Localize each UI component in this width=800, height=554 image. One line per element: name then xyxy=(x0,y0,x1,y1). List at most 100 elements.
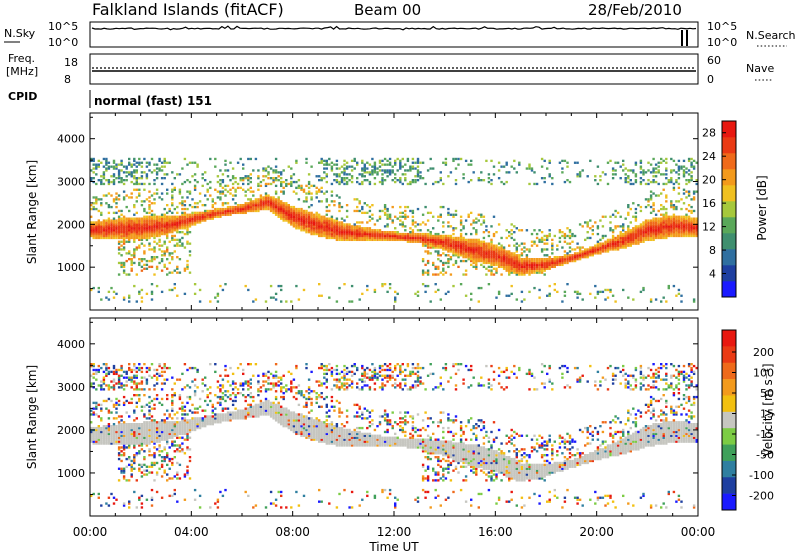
velocity-cell xyxy=(166,463,169,467)
power-cell xyxy=(487,265,491,269)
power-cell xyxy=(102,182,106,186)
power-cell xyxy=(442,236,445,240)
power-cell xyxy=(606,242,610,245)
power-cell xyxy=(257,184,260,188)
velocity-cell xyxy=(133,382,136,385)
power-cell xyxy=(188,254,192,257)
nave-tick-top: 60 xyxy=(707,54,721,67)
power-cell xyxy=(472,244,475,247)
power-cell xyxy=(262,179,265,182)
power-cell xyxy=(492,232,496,236)
power-cell xyxy=(257,204,260,207)
power-cell xyxy=(325,219,328,222)
power-cell xyxy=(143,236,146,240)
power-cell xyxy=(300,215,303,218)
velocity-cell xyxy=(183,438,187,441)
power-cell xyxy=(371,234,374,238)
power-cell xyxy=(632,227,635,230)
power-cell xyxy=(178,192,182,195)
power-cell xyxy=(690,157,693,161)
power-cell xyxy=(485,246,488,249)
power-cell xyxy=(254,209,258,213)
power-cell xyxy=(437,258,440,261)
power-cell xyxy=(419,229,422,232)
power-cell xyxy=(672,182,676,186)
power-cell xyxy=(110,227,113,230)
power-cell xyxy=(181,167,184,170)
power-cell xyxy=(490,244,493,247)
power-cell xyxy=(447,259,450,263)
power-cell xyxy=(102,232,106,236)
power-cell xyxy=(414,180,417,184)
power-cell xyxy=(416,229,420,232)
power-cell xyxy=(231,198,235,201)
power-cell xyxy=(424,240,427,243)
power-cell xyxy=(665,196,668,199)
power-cell xyxy=(442,221,445,224)
velocity-cell xyxy=(153,454,156,457)
power-cell xyxy=(358,238,361,242)
power-cell xyxy=(153,213,156,216)
power-cell xyxy=(335,217,339,220)
power-cell xyxy=(682,169,686,172)
power-cell xyxy=(277,207,280,211)
power-cell xyxy=(416,171,420,174)
power-cell xyxy=(95,234,98,238)
power-cell xyxy=(662,188,665,191)
power-cell xyxy=(348,229,351,232)
y-tick-label: 1000 xyxy=(57,261,85,274)
velocity-cell xyxy=(128,446,131,449)
power-cell xyxy=(553,259,556,263)
velocity-cell xyxy=(178,394,182,397)
power-cell xyxy=(216,292,220,296)
power-cell xyxy=(381,163,384,166)
power-cell xyxy=(414,175,417,178)
power-cell xyxy=(264,175,268,178)
power-cell xyxy=(619,177,622,180)
power-cell xyxy=(128,236,131,240)
power-cell xyxy=(680,219,683,222)
power-cell xyxy=(449,248,453,251)
power-cell xyxy=(667,284,670,288)
velocity-cell xyxy=(112,430,116,434)
power-cell xyxy=(259,194,263,197)
power-cell xyxy=(231,186,235,190)
velocity-cell xyxy=(110,380,113,383)
velocity-cell xyxy=(166,440,169,443)
power-cell xyxy=(642,171,645,174)
velocity-cell xyxy=(105,364,108,368)
power-cell xyxy=(340,238,344,242)
power-cell xyxy=(434,234,437,238)
power-cell xyxy=(462,238,465,242)
power-cell xyxy=(340,221,344,224)
power-cell xyxy=(120,179,123,182)
velocity-cell xyxy=(186,430,189,434)
power-cell xyxy=(280,215,283,218)
power-cell xyxy=(644,234,648,238)
power-cell xyxy=(140,300,144,303)
power-cell xyxy=(191,211,194,215)
power-cell xyxy=(490,252,493,255)
power-cell xyxy=(92,157,95,161)
power-cell xyxy=(211,205,214,209)
power-cell xyxy=(487,252,491,255)
power-cell xyxy=(209,180,212,184)
velocity-cell xyxy=(143,421,146,424)
power-cell xyxy=(335,219,339,222)
velocity-cell xyxy=(90,384,93,387)
power-cell xyxy=(90,157,93,161)
power-cell xyxy=(112,229,116,232)
power-cell xyxy=(219,190,222,193)
velocity-cell xyxy=(143,457,146,461)
velocity-cell xyxy=(125,438,128,441)
velocity-cell xyxy=(181,425,184,428)
power-cell xyxy=(318,221,321,224)
power-cell xyxy=(138,234,141,238)
power-cell xyxy=(163,229,166,232)
power-cell xyxy=(609,244,612,247)
power-cell xyxy=(191,219,194,222)
power-cell xyxy=(138,221,141,224)
power-cell xyxy=(307,221,311,224)
power-cell xyxy=(140,296,144,299)
